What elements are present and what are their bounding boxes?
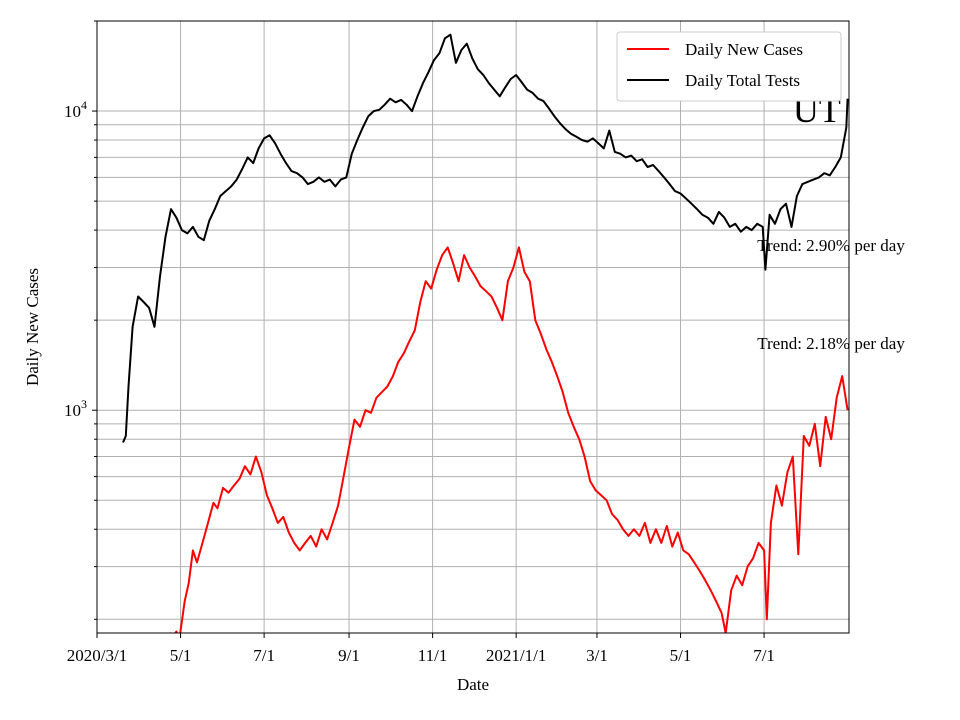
x-tick-label: 5/1 xyxy=(170,646,192,665)
legend: Daily New Cases Daily Total Tests xyxy=(616,31,842,102)
series-line-daily-new-cases xyxy=(169,246,849,633)
axis-ticks: 2020/3/1 5/1 7/1 9/1 11/1 2021/1/1 3/1 5/1 7/1 10… xyxy=(64,20,775,665)
legend-label-daily-total-tests: Daily Total Tests xyxy=(685,71,800,90)
x-tick-label: 7/1 xyxy=(753,646,775,665)
trend-annotation: Trend: 2.18% per day xyxy=(757,334,905,353)
series-line-daily-total-tests xyxy=(122,33,849,443)
grid-lines xyxy=(96,20,849,633)
x-tick-label: 9/1 xyxy=(338,646,360,665)
x-tick-label: 5/1 xyxy=(670,646,692,665)
trend-annotation: Trend: 2.90% per day xyxy=(757,236,905,255)
x-tick-label: 7/1 xyxy=(253,646,275,665)
annotations: Trend: 2.90% per day Trend: 2.18% per day… xyxy=(757,90,905,353)
x-tick-label: 2020/3/1 xyxy=(67,646,127,665)
x-tick-label: 3/1 xyxy=(586,646,608,665)
plot-frame xyxy=(96,20,850,634)
y-tick-label: 104 xyxy=(64,98,87,121)
series-group-daily-new-cases xyxy=(169,246,849,633)
series-group-daily-total-tests xyxy=(122,33,849,443)
legend-box xyxy=(616,31,842,102)
legend-label-daily-new-cases: Daily New Cases xyxy=(685,40,803,59)
y-axis-label: Daily New Cases xyxy=(23,268,42,386)
series-lines xyxy=(122,33,849,633)
x-axis-label: Date xyxy=(457,675,489,694)
x-tick-label: 2021/1/1 xyxy=(486,646,546,665)
y-tick-label: 103 xyxy=(64,397,87,420)
x-tick-label: 11/1 xyxy=(418,646,448,665)
